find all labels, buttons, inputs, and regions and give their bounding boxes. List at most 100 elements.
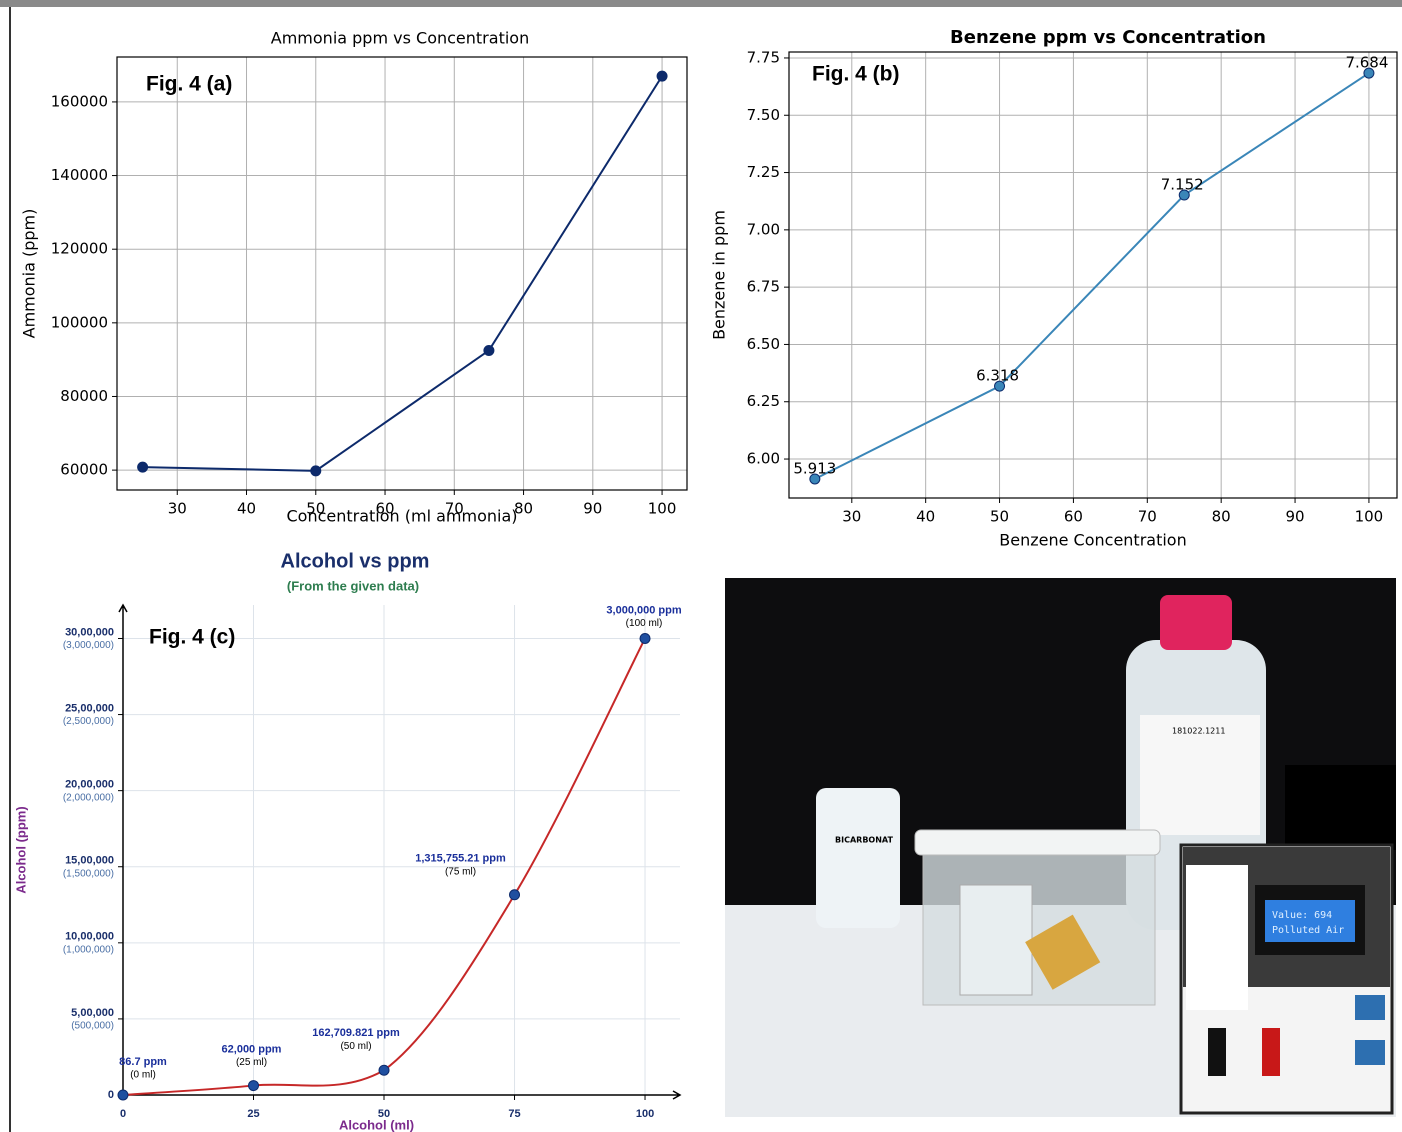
box-lid (915, 830, 1160, 855)
y-tick-sublabel: (500,000) (71, 1021, 114, 1032)
x-tick-label: 80 (1212, 508, 1231, 526)
black-patch (1285, 765, 1396, 850)
x-tick-label: 30 (168, 500, 187, 518)
bottle-cap (1160, 595, 1232, 650)
x-tick-label: 100 (648, 500, 677, 518)
x-axis-label: Benzene Concentration (999, 531, 1186, 550)
data-point (484, 345, 494, 355)
y-tick-label: 7.75 (747, 48, 780, 66)
x-tick-label: 90 (583, 500, 602, 518)
data-label: 62,000 ppm (222, 1043, 282, 1055)
y-tick-label: 5,00,000 (71, 1007, 114, 1019)
data-point (249, 1081, 259, 1091)
x-axis-label: Concentration (ml ammonia) (286, 507, 517, 526)
photo-label: Polluted Air (1272, 925, 1344, 936)
y-tick-label: 10,00,000 (65, 931, 114, 943)
data-point (138, 462, 148, 472)
y-tick-label: 20,00,000 (65, 779, 114, 791)
module (1355, 995, 1385, 1020)
x-axis-label: Alcohol (ml) (339, 1117, 414, 1132)
x-tick-label: 0 (120, 1108, 126, 1120)
data-label: 3,000,000 ppm (606, 604, 681, 616)
y-tick-label: 6.50 (747, 335, 780, 353)
y-axis-label: Alcohol (ppm) (13, 806, 28, 893)
y-tick-label: 100000 (51, 313, 108, 331)
data-label: 7.684 (1345, 54, 1388, 72)
x-tick-label: 75 (508, 1108, 520, 1120)
beaker (960, 885, 1032, 995)
data-note: (25 ml) (236, 1057, 267, 1068)
y-axis-label: Ammonia (ppm) (20, 209, 39, 339)
data-label: 7.152 (1161, 176, 1204, 194)
y-tick-label: 140000 (51, 166, 108, 184)
data-label: 5.913 (793, 459, 836, 477)
figure: BICARBONAT 181022.1211 Value: 694 Pollut… (0, 0, 1402, 1132)
annotation: Fig. 4 (a) (146, 73, 232, 96)
y-axis-label: Benzene in ppm (710, 210, 729, 340)
x-tick-label: 60 (1064, 508, 1083, 526)
data-label: 6.318 (976, 367, 1019, 385)
x-tick-label: 100 (1355, 508, 1384, 526)
data-note: (0 ml) (130, 1070, 156, 1081)
x-tick-label: 25 (247, 1108, 259, 1120)
inset-white (1186, 865, 1248, 1010)
data-point (640, 633, 650, 643)
data-label: 162,709.821 ppm (312, 1027, 400, 1039)
y-tick-sublabel: (1,500,000) (63, 868, 114, 879)
top-border (0, 0, 1402, 7)
plot-frame (789, 52, 1397, 498)
data-point (118, 1090, 128, 1100)
x-tick-label: 30 (842, 508, 861, 526)
plot-frame (117, 57, 687, 490)
data-note: (75 ml) (445, 866, 476, 877)
chart-title: Alcohol vs ppm (281, 550, 430, 572)
y-tick-sublabel: (3,000,000) (63, 640, 114, 651)
data-label: 86.7 ppm (119, 1056, 167, 1068)
chart-subtitle: (From the given data) (287, 578, 419, 593)
data-point (510, 890, 520, 900)
chart-title: Benzene ppm vs Concentration (950, 27, 1266, 48)
y-tick-label: 7.50 (747, 106, 780, 124)
y-tick-label: 25,00,000 (65, 702, 114, 714)
y-tick-label: 30,00,000 (65, 626, 114, 638)
y-tick-label: 6.00 (747, 450, 780, 468)
y-tick-sublabel: (1,000,000) (63, 944, 114, 955)
chart-title: Ammonia ppm vs Concentration (271, 29, 529, 48)
x-axis (123, 1091, 680, 1099)
x-tick-label: 50 (990, 508, 1009, 526)
y-axis (119, 605, 127, 1095)
x-tick-label: 90 (1286, 508, 1305, 526)
data-line (815, 73, 1369, 479)
data-label: 1,315,755.21 ppm (415, 853, 506, 865)
photo-label: 181022.1211 (1172, 727, 1225, 736)
annotation: Fig. 4 (b) (812, 63, 900, 86)
data-note: (100 ml) (626, 618, 663, 629)
y-tick-label: 60000 (60, 461, 108, 479)
switch (1208, 1028, 1226, 1076)
y-tick-label: 7.00 (747, 220, 780, 238)
data-point (379, 1065, 389, 1075)
switch (1262, 1028, 1280, 1076)
x-tick-label: 40 (916, 508, 935, 526)
data-line (143, 76, 662, 471)
plastic-box (923, 840, 1155, 1005)
x-tick-label: 40 (237, 500, 256, 518)
photo-label: Value: 694 (1272, 910, 1332, 921)
y-tick-label: 6.75 (747, 278, 780, 296)
y-tick-sublabel: (2,500,000) (63, 716, 114, 727)
annotation: Fig. 4 (c) (149, 626, 235, 649)
data-point (311, 466, 321, 476)
cylinder (816, 788, 900, 928)
y-tick-label: 80000 (60, 387, 108, 405)
y-tick-label: 160000 (51, 92, 108, 110)
module (1355, 1040, 1385, 1065)
y-tick-label: 7.25 (747, 163, 780, 181)
data-note: (50 ml) (340, 1041, 371, 1052)
x-tick-label: 100 (636, 1108, 654, 1120)
photo: BICARBONAT 181022.1211 Value: 694 Pollut… (725, 578, 1396, 1117)
data-point (657, 71, 667, 81)
y-tick-label: 15,00,000 (65, 855, 114, 867)
x-tick-label: 70 (1138, 508, 1157, 526)
y-tick-label: 0 (108, 1089, 114, 1101)
y-tick-label: 120000 (51, 240, 108, 258)
